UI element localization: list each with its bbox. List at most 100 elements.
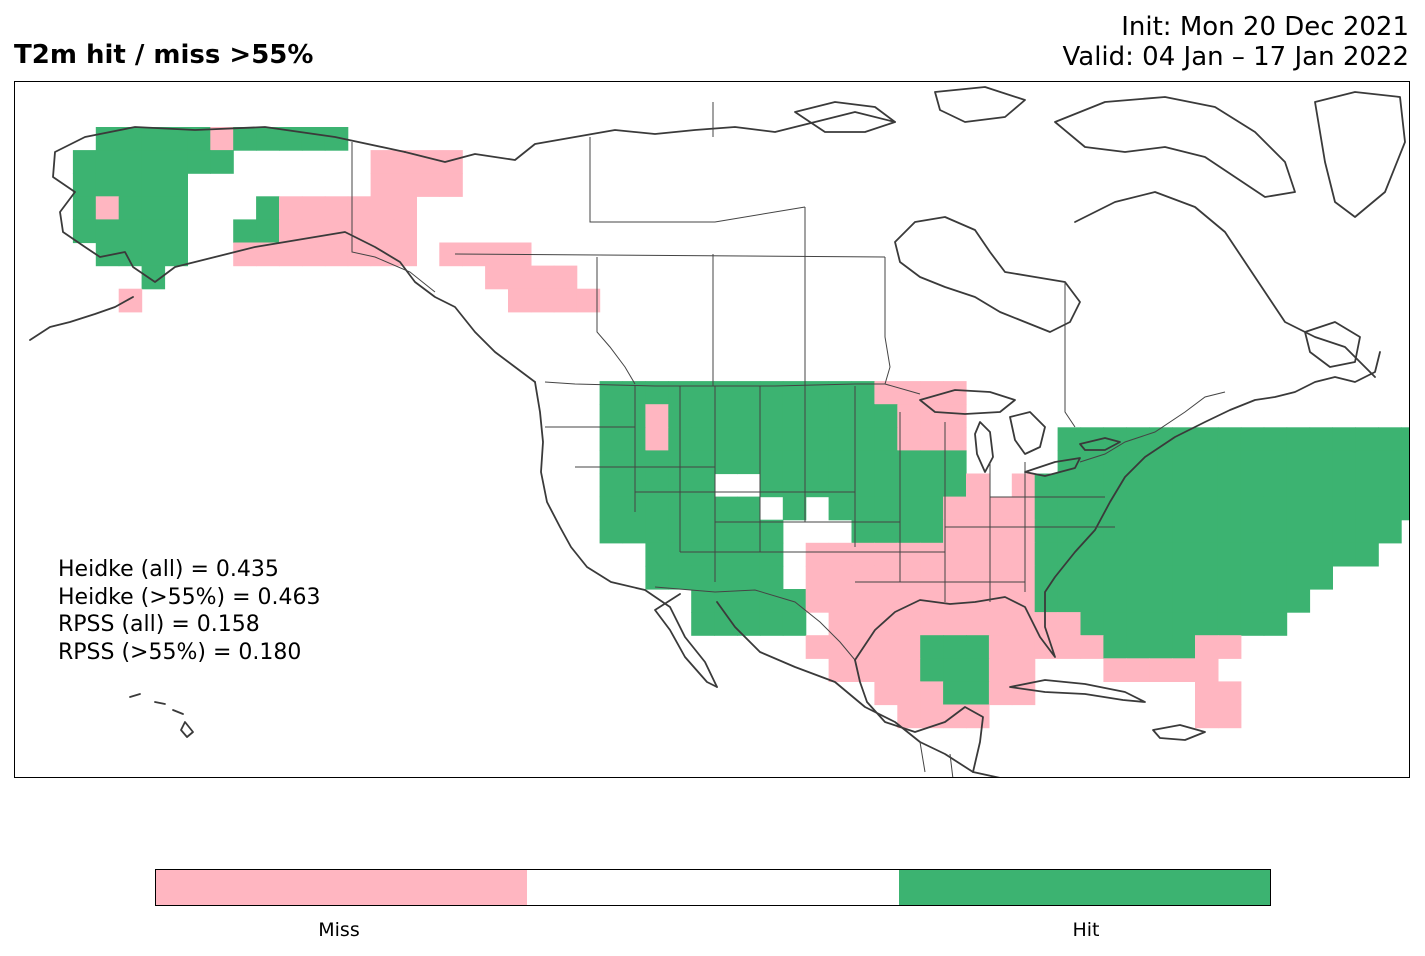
miss-cell — [370, 173, 395, 197]
miss-cell — [416, 150, 440, 174]
hit-cell — [599, 404, 624, 428]
hit-cell — [1172, 519, 1196, 544]
heidke-all: Heidke (all) = 0.435 — [58, 557, 279, 582]
hit-cell — [759, 542, 784, 567]
hit-cell — [966, 635, 990, 659]
hit-cell — [897, 450, 921, 475]
hit-cell — [714, 381, 738, 405]
border-us-canada-east — [1079, 391, 1226, 463]
hit-cell — [691, 381, 715, 405]
hit-cell — [966, 681, 990, 706]
coast-cuba — [1009, 679, 1146, 703]
miss-cell — [874, 635, 898, 659]
hit-cell — [737, 404, 761, 428]
colorbar — [155, 869, 1271, 906]
hit-cell — [1172, 473, 1196, 498]
hit-cell — [920, 635, 944, 659]
hit-cell — [1378, 427, 1402, 451]
hit-cell — [599, 496, 624, 521]
miss-cell — [828, 658, 853, 682]
hit-cell — [622, 450, 646, 475]
miss-cell — [393, 196, 417, 220]
hit-cell — [1332, 473, 1356, 498]
hit-cell — [1355, 427, 1379, 451]
hit-cell — [851, 519, 875, 544]
hit-cell — [1286, 496, 1311, 521]
hit-cell — [897, 519, 921, 544]
hit-cell — [1217, 612, 1242, 636]
hit-cell — [1034, 565, 1059, 590]
miss-cell — [920, 681, 944, 706]
miss-cell — [920, 542, 944, 567]
hit-cell — [164, 150, 188, 174]
coast-arctic-2 — [934, 86, 1026, 123]
border-bc-ab — [596, 257, 636, 385]
miss-cell — [851, 612, 875, 636]
map-title: T2m hit / miss >55% — [14, 40, 314, 70]
miss-cell — [874, 658, 898, 682]
hit-cell — [1263, 565, 1288, 590]
miss-cell — [988, 589, 1013, 613]
hit-cell — [1126, 427, 1150, 451]
hit-cell — [851, 473, 875, 498]
miss-cell — [874, 612, 898, 636]
hit-cell — [141, 127, 166, 151]
hit-cell — [1057, 427, 1082, 451]
hit-cell — [759, 612, 784, 636]
miss-cell — [943, 404, 967, 428]
hit-cell — [737, 450, 761, 475]
hit-cell — [1080, 519, 1104, 544]
hit-cell — [1195, 473, 1219, 498]
init-date: Init: Mon 20 Dec 2021 — [1121, 12, 1409, 42]
hit-cell — [1332, 496, 1356, 521]
hit-cell — [1195, 496, 1219, 521]
map-panel — [14, 81, 1410, 778]
hit-cell — [1080, 473, 1104, 498]
hit-cell — [1332, 450, 1356, 475]
miss-cell — [988, 681, 1013, 706]
hit-cell — [1057, 519, 1082, 544]
hit-cell — [759, 473, 784, 498]
hit-cell — [1195, 450, 1219, 475]
miss-cell — [370, 150, 395, 174]
hit-cell — [943, 658, 967, 682]
miss-cell — [645, 427, 669, 451]
miss-cell — [966, 519, 990, 544]
hit-cell — [1149, 635, 1173, 659]
hit-cell — [622, 519, 646, 544]
hit-cell — [714, 589, 738, 613]
hit-cell — [1172, 496, 1196, 521]
coast-newfoundland — [1304, 321, 1361, 368]
hit-cell — [95, 150, 120, 174]
hit-cell — [1103, 565, 1127, 590]
miss-cell — [1195, 635, 1219, 659]
miss-cell — [1011, 612, 1036, 636]
miss-cell — [1011, 519, 1036, 544]
hit-cell — [301, 127, 326, 151]
miss-cell — [828, 542, 853, 567]
miss-cell — [943, 496, 967, 521]
hit-cell — [118, 150, 143, 174]
hit-cell — [805, 427, 830, 451]
hit-cell — [1217, 519, 1242, 544]
hit-cell — [118, 219, 143, 244]
miss-cell — [805, 589, 830, 613]
miss-cell — [874, 542, 898, 567]
miss-cell — [210, 127, 234, 151]
border-us-states-ns — [634, 386, 1026, 602]
miss-cell — [988, 496, 1013, 521]
hit-cell — [759, 404, 784, 428]
hit-cell — [1309, 427, 1333, 451]
hit-cell — [1126, 542, 1150, 567]
hit-cell — [805, 450, 830, 475]
hit-cell — [1309, 519, 1333, 544]
miss-cell — [966, 704, 990, 729]
coast-alaska — [52, 126, 536, 383]
miss-cell — [943, 381, 967, 405]
hit-cell — [1217, 589, 1242, 613]
hit-cell — [1080, 450, 1104, 475]
hit-cell — [72, 150, 97, 174]
hit-cell — [256, 127, 280, 151]
hit-cell — [691, 450, 715, 475]
miss-cell — [485, 265, 509, 290]
